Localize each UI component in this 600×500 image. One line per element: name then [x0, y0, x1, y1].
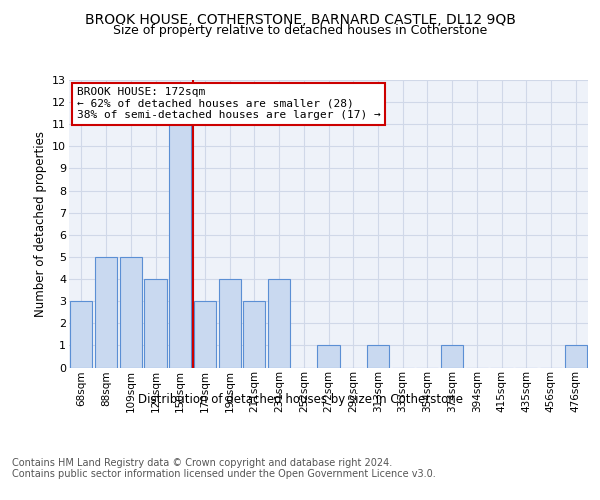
Bar — [119, 257, 142, 368]
Text: BROOK HOUSE: 172sqm
← 62% of detached houses are smaller (28)
38% of semi-detach: BROOK HOUSE: 172sqm ← 62% of detached ho… — [77, 87, 380, 120]
Bar — [95, 257, 117, 368]
Bar — [268, 279, 290, 368]
Bar — [169, 124, 191, 368]
Bar — [218, 279, 241, 368]
Text: Distribution of detached houses by size in Cotherstone: Distribution of detached houses by size … — [137, 392, 463, 406]
Bar — [243, 301, 265, 368]
Text: Size of property relative to detached houses in Cotherstone: Size of property relative to detached ho… — [113, 24, 487, 37]
Bar — [70, 301, 92, 368]
Y-axis label: Number of detached properties: Number of detached properties — [34, 130, 47, 317]
Bar — [194, 301, 216, 368]
Bar — [145, 279, 167, 368]
Bar — [317, 346, 340, 368]
Bar — [367, 346, 389, 368]
Bar — [441, 346, 463, 368]
Text: Contains HM Land Registry data © Crown copyright and database right 2024.
Contai: Contains HM Land Registry data © Crown c… — [12, 458, 436, 479]
Text: BROOK HOUSE, COTHERSTONE, BARNARD CASTLE, DL12 9QB: BROOK HOUSE, COTHERSTONE, BARNARD CASTLE… — [85, 12, 515, 26]
Bar — [565, 346, 587, 368]
